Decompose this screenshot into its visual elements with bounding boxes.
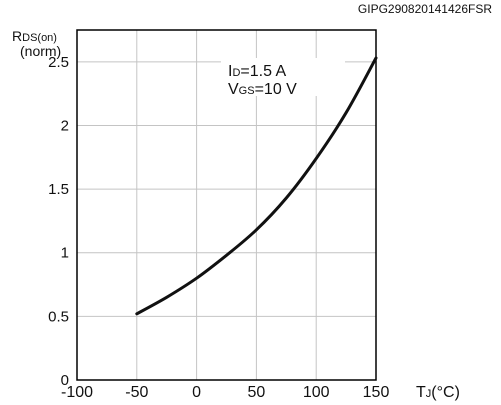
x-tick-label: -50 [125,384,148,401]
annotation-gate-voltage: VGS=10 V [228,81,297,98]
plot-frame [76,29,377,381]
series-group [135,56,378,316]
x-tick-labels: -100 -50 0 50 100 150 [61,384,389,401]
series-line-rds-on [135,56,378,316]
y-tick-label: 0 [61,372,69,389]
y-tick-label: 2 [61,117,69,134]
y-tick-label: 0.5 [48,308,69,325]
y-axis-label: RDS(on) [12,28,57,44]
y-axis-unit: (norm) [20,43,61,59]
x-tick-label: -100 [61,384,93,401]
figure-code: GIPG290820141426FSR [358,2,492,16]
annotation-background [221,58,345,96]
y-tick-labels: 0 0.5 1 1.5 2 2.5 [48,54,69,389]
y-tick-label: 1.5 [48,181,69,198]
y-tick-label: 2.5 [48,54,69,71]
x-tick-label: 0 [192,384,201,401]
x-axis-label: TJ(°C) [416,384,460,401]
y-tick-label: 1 [61,245,69,262]
x-tick-label: 100 [303,384,330,401]
x-tick-label: 150 [363,384,390,401]
x-tick-label: 50 [248,384,266,401]
annotation-drain-current: ID=1.5 A [228,63,287,80]
